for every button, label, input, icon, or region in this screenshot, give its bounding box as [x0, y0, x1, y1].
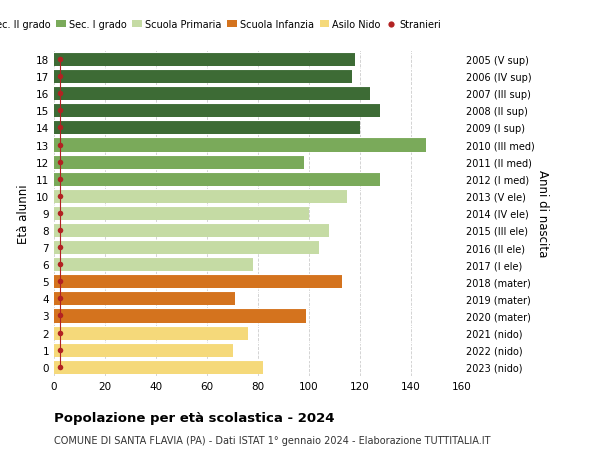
Bar [54, 87, 370, 101]
Bar [54, 138, 426, 152]
Bar [54, 241, 319, 255]
Bar [54, 274, 342, 289]
Bar [54, 360, 263, 374]
Bar [54, 53, 355, 67]
Y-axis label: Età alunni: Età alunni [17, 184, 31, 243]
Bar [54, 190, 347, 203]
Bar [54, 70, 352, 84]
Bar [54, 207, 309, 220]
Bar [54, 326, 248, 340]
Bar [54, 309, 307, 323]
Bar [54, 121, 360, 135]
Bar [54, 292, 235, 306]
Bar [54, 257, 253, 272]
Y-axis label: Anni di nascita: Anni di nascita [536, 170, 549, 257]
Bar [54, 155, 304, 169]
Bar [54, 343, 233, 357]
Bar [54, 224, 329, 237]
Legend: Sec. II grado, Sec. I grado, Scuola Primaria, Scuola Infanzia, Asilo Nido, Stran: Sec. II grado, Sec. I grado, Scuola Prim… [0, 16, 445, 34]
Bar [54, 104, 380, 118]
Text: Popolazione per età scolastica - 2024: Popolazione per età scolastica - 2024 [54, 411, 335, 424]
Bar [54, 172, 380, 186]
Text: COMUNE DI SANTA FLAVIA (PA) - Dati ISTAT 1° gennaio 2024 - Elaborazione TUTTITAL: COMUNE DI SANTA FLAVIA (PA) - Dati ISTAT… [54, 435, 491, 445]
